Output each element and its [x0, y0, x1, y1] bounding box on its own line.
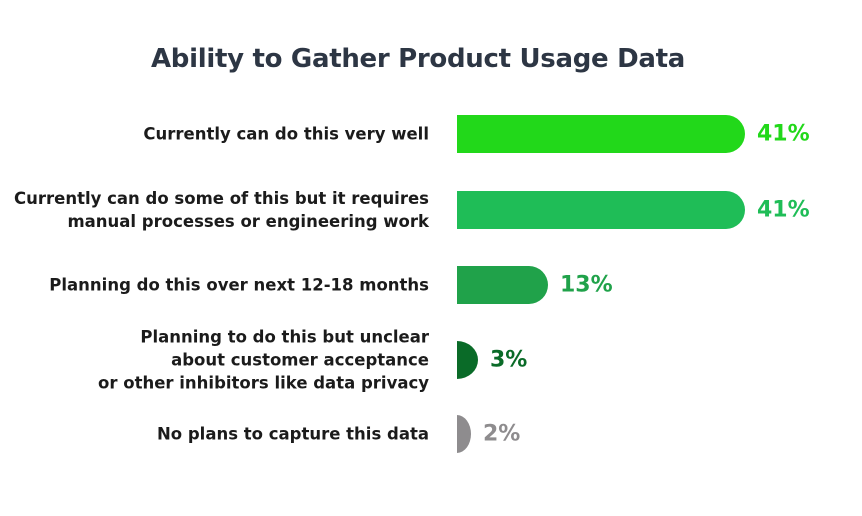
bar-row: Currently can do this very well 41% — [0, 115, 862, 153]
value-label: 41% — [757, 197, 810, 223]
value-label: 41% — [757, 121, 810, 147]
bar — [457, 191, 745, 229]
bar — [457, 341, 478, 379]
value-label: 2% — [483, 421, 521, 447]
category-label: No plans to capture this data — [156, 424, 429, 444]
bar-row: Currently can do some of this but it req… — [0, 189, 862, 231]
chart-title: Ability to Gather Product Usage Data — [150, 44, 686, 74]
bar — [457, 115, 745, 153]
category-label: Currently can do some of this but it req… — [14, 189, 429, 231]
value-label: 13% — [560, 272, 613, 298]
bar — [457, 415, 471, 453]
bar-row: No plans to capture this data 2% — [0, 415, 862, 453]
category-label: Currently can do this very well — [143, 124, 429, 144]
category-label: Planning do this over next 12-18 months — [49, 275, 429, 295]
bar-row: Planning to do this but unclear about cu… — [0, 328, 862, 393]
category-label: Planning to do this but unclear about cu… — [98, 327, 429, 393]
value-label: 3% — [490, 347, 528, 373]
bar-row: Planning do this over next 12-18 months … — [0, 266, 862, 304]
bar — [457, 266, 548, 304]
